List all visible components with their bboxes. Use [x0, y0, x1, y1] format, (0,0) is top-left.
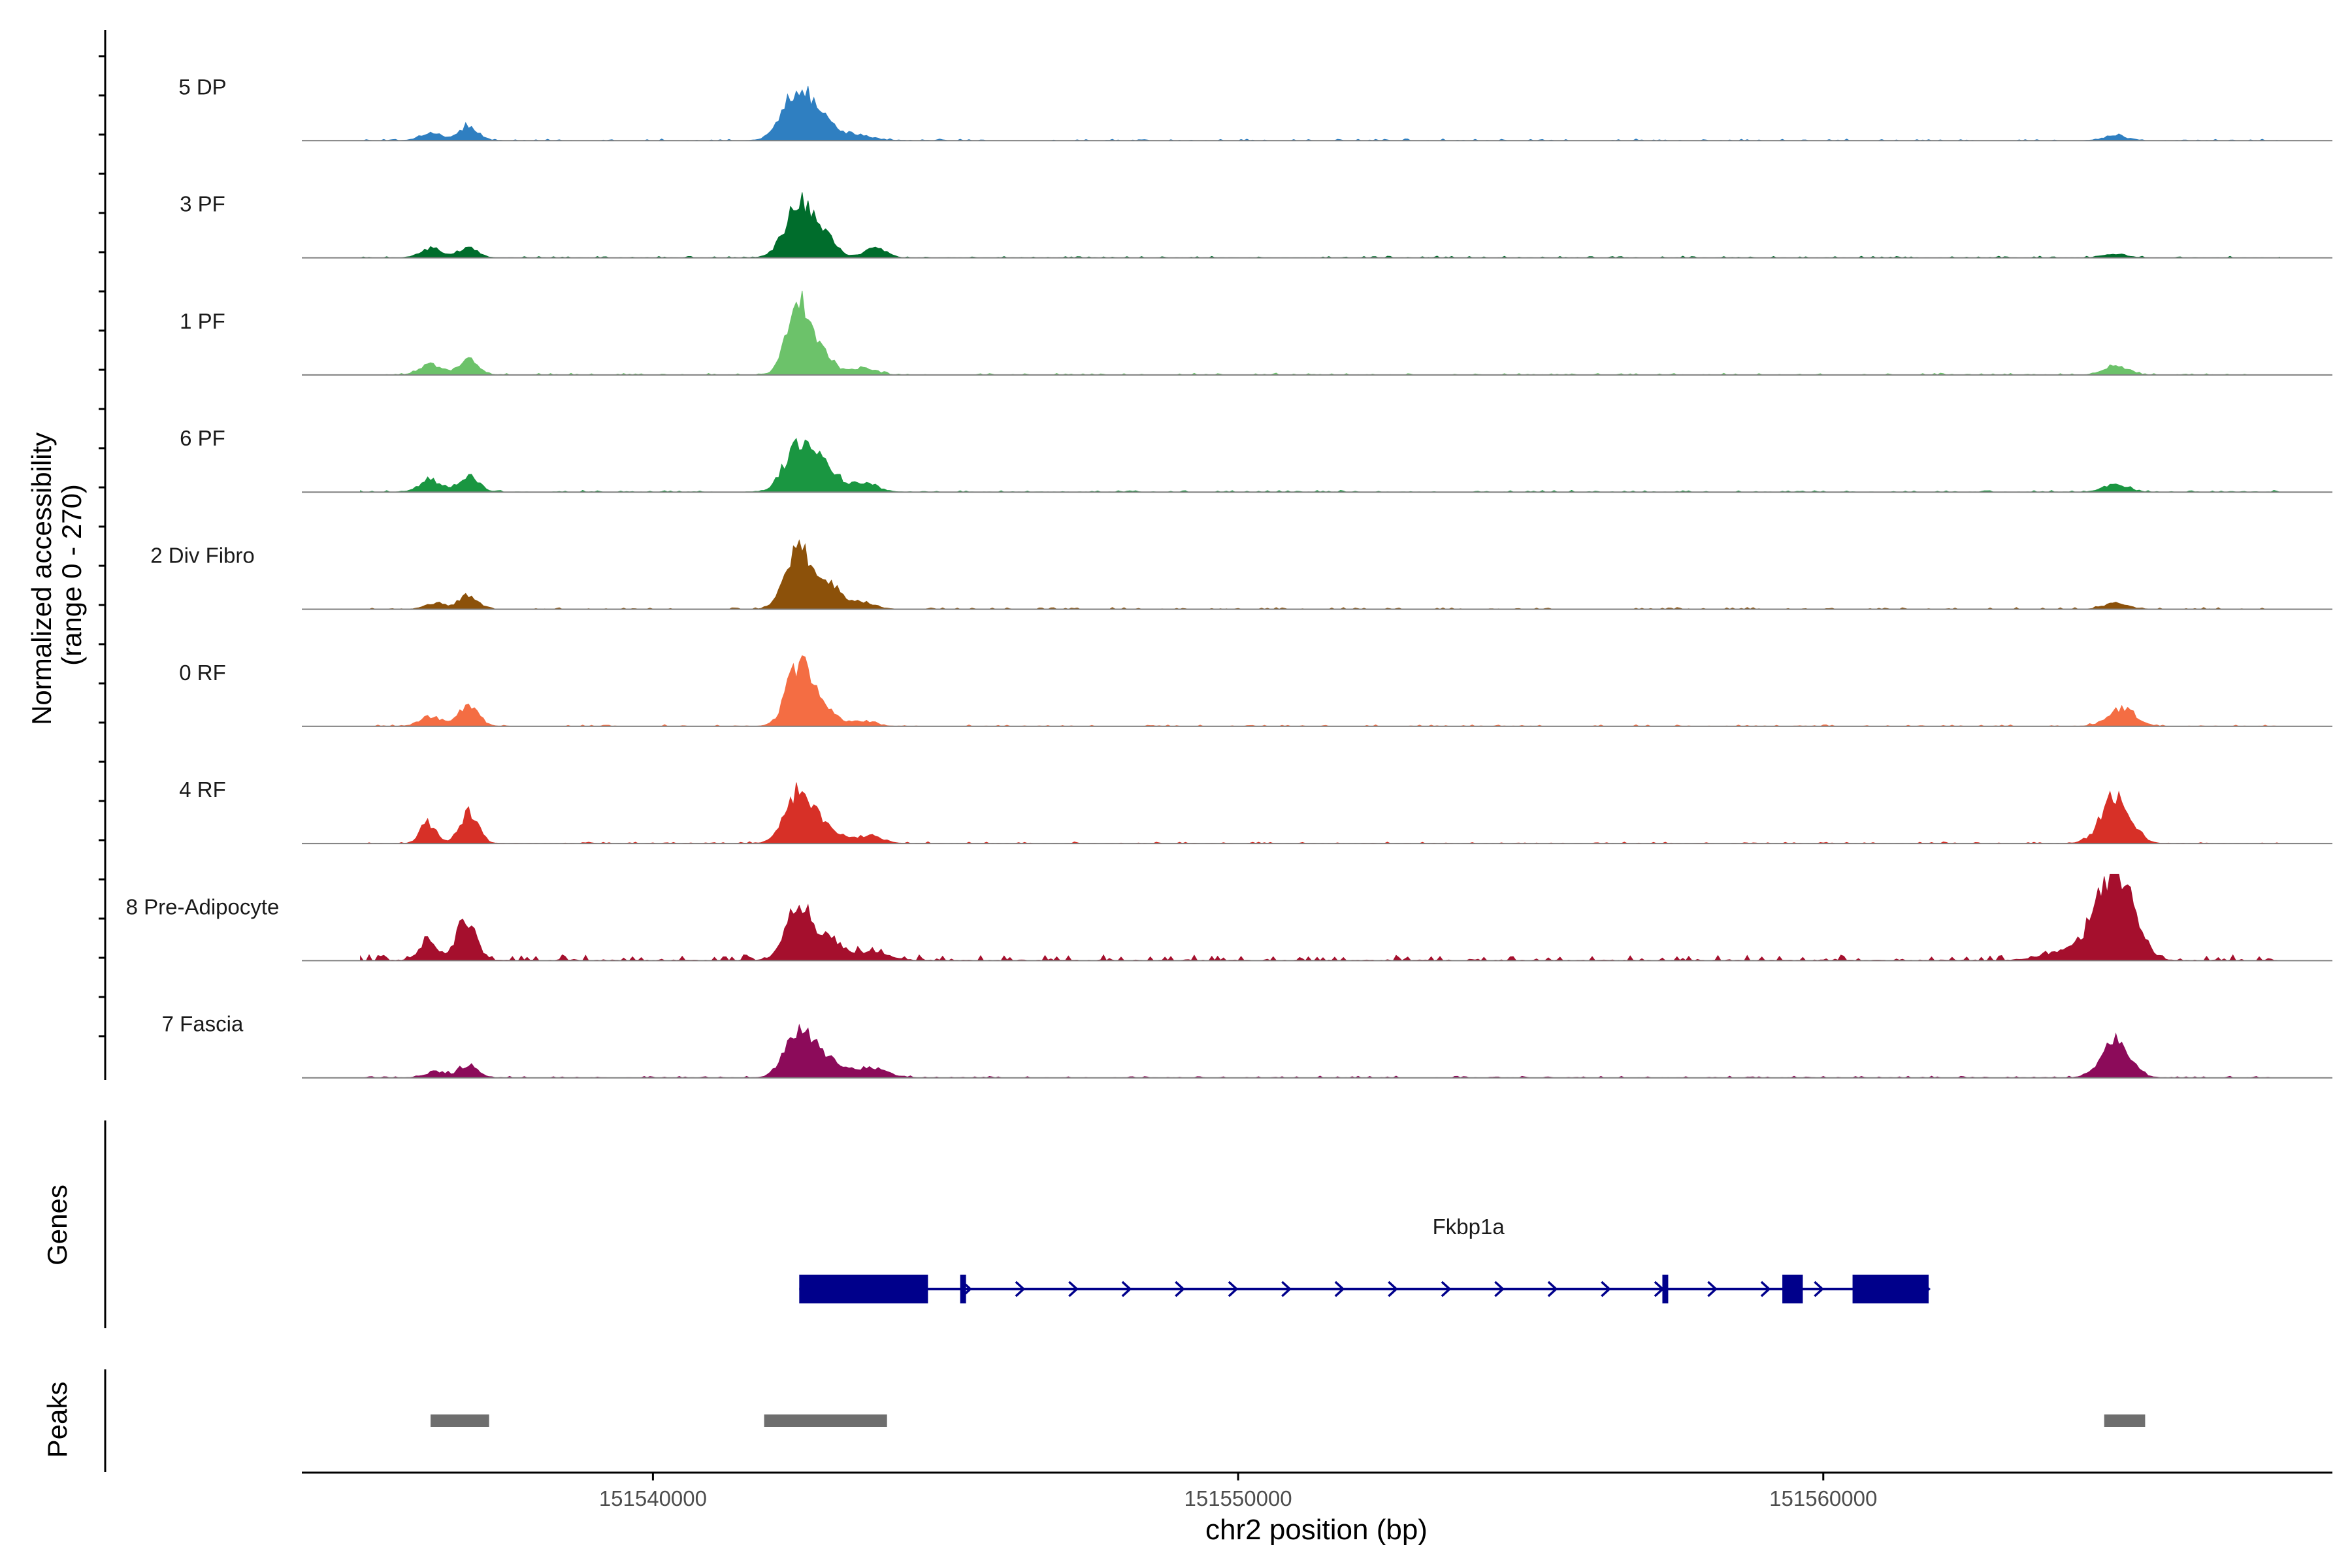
strand-arrow [1015, 1281, 1026, 1298]
strand-arrow [1388, 1281, 1398, 1298]
gene-exon [799, 1275, 928, 1303]
strand-arrow [1601, 1281, 1611, 1298]
strand-arrow [1441, 1281, 1452, 1298]
gene-exon [960, 1275, 966, 1303]
coverage-panel: Normalized accessibility (range 0 - 270)… [26, 30, 2332, 1080]
strand-arrow [1121, 1281, 1132, 1298]
track-label: 1 PF [180, 309, 225, 333]
coverage-y-ticks [99, 55, 105, 1037]
y-title-line-1: Normalized accessibility [26, 433, 57, 725]
coverage-track: 3 PF [180, 192, 2332, 259]
gene-models: Fkbp1a [799, 1215, 1931, 1303]
track-label: 2 Div Fibro [150, 544, 255, 568]
peak-regions [431, 1414, 2146, 1427]
track-label: 0 RF [179, 661, 226, 685]
x-axis-title: chr2 position (bp) [1205, 1514, 1428, 1546]
coverage-track: 5 DP [178, 74, 2332, 142]
coverage-track: 4 RF [179, 777, 2332, 845]
gene-label: Fkbp1a [1433, 1215, 1505, 1239]
gene-exon [1782, 1275, 1803, 1303]
strand-arrow [1281, 1281, 1292, 1298]
strand-arrow [1334, 1281, 1345, 1298]
strand-arrow [1547, 1281, 1558, 1298]
genes-panel: Genes Fkbp1a [42, 1120, 1931, 1328]
track-label: 5 DP [178, 74, 226, 99]
peak-region-bar [431, 1414, 489, 1427]
peaks-panel-title: Peaks [42, 1382, 73, 1458]
strand-arrow [1814, 1281, 1824, 1298]
coverage-track: 2 Div Fibro [150, 539, 2332, 610]
x-tick-label: 151550000 [1184, 1486, 1292, 1511]
strand-arrow [1228, 1281, 1239, 1298]
track-label: 7 Fascia [162, 1012, 244, 1036]
coverage-track: 0 RF [179, 655, 2332, 727]
coverage-tracks: 5 DP 3 PF 1 PF 6 PF 2 Div Fibro 0 RF 4 RF 8 Pre… [126, 74, 2332, 1079]
coverage-y-axis-title: Normalized accessibility (range 0 - 270) [26, 425, 87, 725]
track-label: 4 RF [179, 777, 226, 802]
x-tick-label: 151540000 [599, 1486, 707, 1511]
track-label: 8 Pre-Adipocyte [126, 894, 280, 919]
x-ticks: 151540000 151550000 151560000 [599, 1473, 1877, 1511]
strand-arrow [1494, 1281, 1505, 1298]
coverage-track: 1 PF [180, 291, 2332, 376]
track-label: 3 PF [180, 192, 225, 216]
peaks-panel: Peaks [42, 1369, 2146, 1472]
coverage-track: 7 Fascia [162, 1012, 2332, 1079]
strand-arrow [1068, 1281, 1079, 1298]
coverage-track: 6 PF [180, 426, 2332, 493]
strand-arrow [1707, 1281, 1718, 1298]
coverage-track: 8 Pre-Adipocyte [126, 874, 2332, 962]
gene-exon [1662, 1275, 1669, 1303]
x-tick-label: 151560000 [1769, 1486, 1877, 1511]
peak-region-bar [764, 1414, 887, 1427]
gene-model: Fkbp1a [799, 1215, 1931, 1303]
peak-region-bar [2104, 1414, 2146, 1427]
strand-arrow [1175, 1281, 1185, 1298]
y-title-line-2: (range 0 - 270) [56, 484, 87, 666]
coverage-area [360, 1023, 2280, 1079]
x-axis: 151540000 151550000 151560000 chr2 positio… [302, 1471, 2332, 1546]
gene-exon [1852, 1275, 1929, 1303]
strand-arrow [1760, 1281, 1771, 1298]
genes-panel-title: Genes [42, 1184, 73, 1266]
track-label: 6 PF [180, 426, 225, 450]
